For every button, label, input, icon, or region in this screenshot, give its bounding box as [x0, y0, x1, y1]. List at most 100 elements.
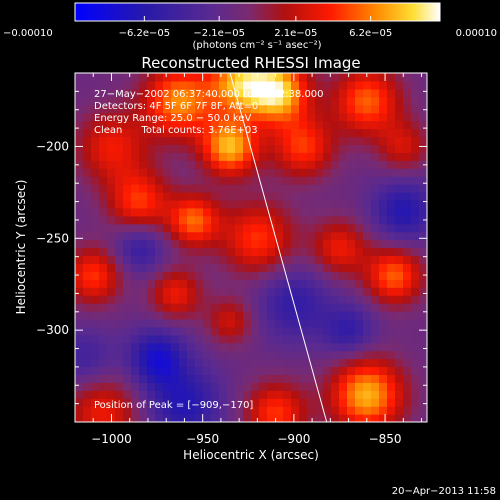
heatmap-cell: [315, 128, 324, 138]
heatmap-cell: [155, 342, 164, 352]
heatmap-cell: [387, 366, 396, 376]
heatmap-cell: [403, 136, 412, 145]
heatmap-cell: [275, 303, 284, 312]
heatmap-cell: [291, 255, 300, 264]
heatmap-cell: [251, 128, 260, 138]
heatmap-cell: [107, 406, 116, 415]
heatmap-cell: [251, 152, 260, 161]
heatmap-cell: [259, 406, 268, 415]
heatmap-cell: [139, 104, 148, 114]
heatmap-cell: [419, 73, 427, 82]
heatmap-cell: [203, 382, 212, 391]
heatmap-cell: [339, 215, 348, 225]
heatmap-cell: [123, 176, 132, 185]
heatmap-cell: [307, 88, 316, 98]
heatmap-cell: [235, 168, 244, 177]
heatmap-cell: [163, 104, 172, 114]
heatmap-cell: [419, 120, 427, 130]
heatmap-cell: [291, 350, 300, 360]
heatmap-cell: [419, 207, 427, 217]
heatmap-cell: [331, 271, 340, 280]
heatmap-cell: [211, 271, 220, 280]
annotation-detectors: Detectors: 4F 5F 6F 7F 8F, Att=0: [94, 101, 258, 112]
heatmap-cell: [363, 160, 372, 169]
heatmap-cell: [155, 255, 164, 264]
heatmap-cell: [371, 168, 380, 177]
heatmap-cell: [403, 88, 412, 98]
heatmap-cell: [259, 374, 268, 383]
heatmap-cell: [155, 191, 164, 201]
heatmap-cell: [123, 390, 132, 399]
heatmap-cell: [147, 310, 156, 320]
heatmap-cell: [75, 88, 84, 98]
heatmap-cell: [387, 231, 396, 241]
heatmap-cell: [339, 310, 348, 320]
heatmap-cell: [403, 231, 412, 241]
heatmap-cell: [219, 168, 228, 177]
heatmap-cell: [411, 295, 420, 304]
heatmap-cell: [83, 80, 92, 90]
heatmap-cell: [331, 152, 340, 161]
heatmap-cell: [267, 255, 276, 264]
heatmap-cell: [347, 136, 356, 145]
heatmap-cell: [171, 382, 180, 391]
heatmap-cell: [291, 310, 300, 320]
heatmap-cell: [243, 358, 252, 368]
heatmap-cell: [243, 207, 252, 217]
heatmap-cell: [291, 73, 300, 82]
heatmap-cell: [347, 279, 356, 288]
heatmap-cell: [107, 247, 116, 257]
heatmap-cell: [171, 104, 180, 114]
heatmap-cell: [275, 287, 284, 296]
heatmap-cell: [259, 176, 268, 185]
heatmap-cell: [395, 239, 404, 249]
heatmap-cell: [235, 88, 244, 98]
heatmap-cell: [227, 247, 236, 257]
heatmap-cell: [243, 318, 252, 328]
heatmap-cell: [227, 390, 236, 399]
heatmap-cell: [251, 295, 260, 304]
heatmap-cell: [251, 263, 260, 272]
heatmap-cell: [83, 136, 92, 145]
heatmap-cell: [259, 88, 268, 98]
heatmap-cell: [147, 318, 156, 328]
heatmap-cell: [235, 104, 244, 114]
heatmap-cell: [395, 184, 404, 193]
heatmap-cell: [307, 271, 316, 280]
heatmap-cell: [227, 128, 236, 138]
heatmap-cell: [331, 342, 340, 352]
heatmap-cell: [75, 366, 84, 376]
heatmap-cell: [187, 358, 196, 368]
heatmap-cell: [147, 120, 156, 130]
heatmap-cell: [83, 374, 92, 383]
heatmap-cell: [411, 374, 420, 383]
heatmap-cell: [315, 271, 324, 280]
heatmap-cell: [307, 295, 316, 304]
heatmap-cell: [387, 120, 396, 130]
heatmap-cell: [267, 414, 276, 422]
colorbar-ticks: −0.00010 −6.2e−05 −2.1e−05 2.1e−05 6.2e−05 0.…: [3, 16, 497, 39]
heatmap-cell: [403, 287, 412, 296]
heatmap-cell: [107, 168, 116, 177]
heatmap-cell: [323, 136, 332, 145]
heatmap-cell: [275, 73, 284, 82]
heatmap-cell: [163, 136, 172, 145]
heatmap-cell: [339, 112, 348, 122]
heatmap-cell: [267, 136, 276, 145]
heatmap-cell: [219, 207, 228, 217]
heatmap-cell: [131, 279, 140, 288]
heatmap-cell: [315, 334, 324, 344]
heatmap-cell: [115, 96, 124, 106]
heatmap-cell: [331, 112, 340, 122]
heatmap-cell: [155, 263, 164, 272]
heatmap-cell: [315, 287, 324, 296]
heatmap-cell: [403, 414, 412, 422]
heatmap-cell: [371, 207, 380, 217]
heatmap-cell: [259, 318, 268, 328]
heatmap-cell: [171, 295, 180, 304]
heatmap-cell: [403, 382, 412, 391]
heatmap-cell: [235, 215, 244, 225]
heatmap-cell: [195, 366, 204, 376]
heatmap-cell: [323, 73, 332, 82]
heatmap-cell: [203, 223, 212, 233]
